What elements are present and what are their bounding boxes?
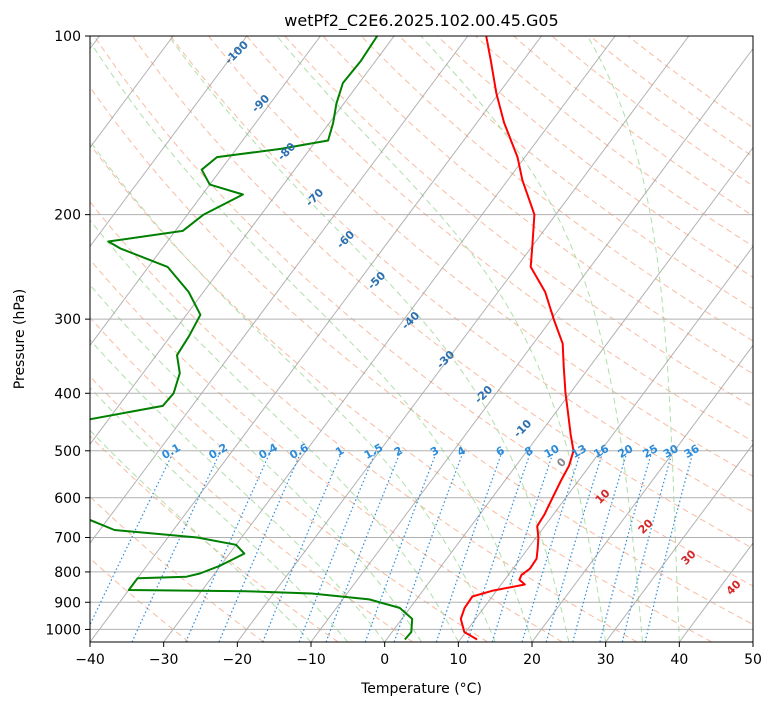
x-tick-label: 40 <box>670 652 688 668</box>
dry-adiabat-line <box>551 36 753 187</box>
mixing-ratio-line <box>621 450 674 642</box>
y-axis-ticks: 100 200 300 400 500 600 700 800 900 1000 <box>45 29 90 638</box>
moist-adiabat-line <box>90 284 422 642</box>
isotherm-line <box>457 245 753 642</box>
mixing-ratio-line <box>521 450 582 642</box>
x-axis-ticks: −40 −30 −20 −10 0 10 20 30 40 50 <box>75 642 762 668</box>
isotherm-line <box>236 36 690 642</box>
isotherm-line <box>605 443 753 642</box>
moist-adiabat-line <box>90 386 349 642</box>
temperature-profile-line <box>459 36 575 641</box>
dry-adiabat-line <box>360 36 753 342</box>
isotherm-line <box>90 36 248 248</box>
x-tick-label: −40 <box>75 652 105 668</box>
dry-adiabat-line <box>131 36 753 550</box>
dry-adiabat-line <box>322 36 753 375</box>
y-tick-label: 800 <box>54 565 81 581</box>
dry-adiabat-line <box>475 36 753 247</box>
moist-adiabat-line <box>90 219 459 642</box>
y-tick-label: 900 <box>54 595 81 611</box>
dry-adiabat-line <box>170 36 753 513</box>
x-tick-label: 20 <box>523 652 541 668</box>
chart-title: wetPf2_C2E6.2025.102.00.45.G05 <box>284 11 558 31</box>
moist-adiabat-line <box>168 36 570 642</box>
x-tick-label: −20 <box>223 652 253 668</box>
y-axis-label: Pressure (hPa) <box>12 289 28 389</box>
dewpoint-profile-line <box>90 36 414 641</box>
mixing-ratio-line <box>298 450 377 642</box>
isotherm-line <box>531 344 753 642</box>
dry-adiabat-line <box>90 375 414 642</box>
dry-adiabat-line <box>589 36 753 158</box>
mixing-ratio-line <box>599 450 653 642</box>
isotherm-line <box>90 36 469 544</box>
isotherm-line <box>90 36 542 642</box>
mixing-ratio-line <box>218 450 303 642</box>
x-tick-label: −30 <box>149 652 179 668</box>
x-tick-label: 0 <box>380 652 389 668</box>
y-tick-label: 100 <box>54 29 81 45</box>
isotherm-line <box>310 47 753 642</box>
moist-adiabat-line <box>420 36 643 642</box>
dry-adiabat-line <box>90 495 264 642</box>
mixing-ratio-line <box>325 450 402 642</box>
y-tick-label: 600 <box>54 491 81 507</box>
y-tick-label: 300 <box>54 312 81 328</box>
isotherm-line <box>90 36 395 446</box>
mixing-ratio-line <box>393 450 465 642</box>
x-axis-label: Temperature (°C) <box>360 681 482 697</box>
plot-frame <box>89 35 754 643</box>
dry-adiabat-line <box>90 258 563 642</box>
moist-adiabat-line <box>90 40 533 642</box>
y-tick-label: 700 <box>54 531 81 547</box>
isotherm-line <box>163 36 616 642</box>
x-tick-label: 50 <box>744 652 762 668</box>
y-tick-label: 1000 <box>45 622 81 638</box>
mixing-ratio-line <box>644 450 694 642</box>
dry-adiabat-line <box>284 36 753 408</box>
dry-adiabat-line <box>90 201 638 642</box>
y-tick-label: 200 <box>54 208 81 224</box>
mixing-ratio-line <box>185 450 272 642</box>
mixing-ratio-line <box>364 450 438 642</box>
mixing-ratio-line <box>545 450 604 642</box>
pressure-gridlines <box>90 36 753 630</box>
x-tick-label: −10 <box>296 652 326 668</box>
moist-adiabat-line <box>586 36 680 642</box>
mixing-ratio-line <box>262 450 343 642</box>
mixing-ratio-line <box>90 450 175 627</box>
mixing-ratio-line <box>466 450 532 642</box>
mixing-ratio-line <box>491 450 555 642</box>
moist-adiabat-line <box>90 429 312 642</box>
isotherms <box>90 36 753 642</box>
dry-adiabat-line <box>90 86 753 626</box>
y-tick-label: 400 <box>54 386 81 402</box>
moist-adiabat-line <box>276 36 607 642</box>
x-tick-label: 10 <box>449 652 467 668</box>
isotherm-line <box>90 36 174 149</box>
plot-area: -100-90-80-70-60-50-40-30-20-100.1 0.2 0.4… <box>90 36 753 642</box>
mixing-ratio-line <box>572 450 628 642</box>
moist-adiabats <box>90 36 680 642</box>
moist-adiabat-line <box>90 339 386 642</box>
isotherm-line <box>90 36 321 347</box>
mixing-ratio-lines <box>90 450 694 642</box>
dry-adiabat-line <box>513 36 753 217</box>
isotherm-line <box>384 146 753 642</box>
profile-series <box>90 36 575 641</box>
x-tick-label: 30 <box>597 652 615 668</box>
y-tick-label: 500 <box>54 444 81 460</box>
dry-adiabat-line <box>208 36 753 477</box>
mixing-ratio-line <box>435 450 503 642</box>
dry-adiabat-line <box>93 36 753 587</box>
